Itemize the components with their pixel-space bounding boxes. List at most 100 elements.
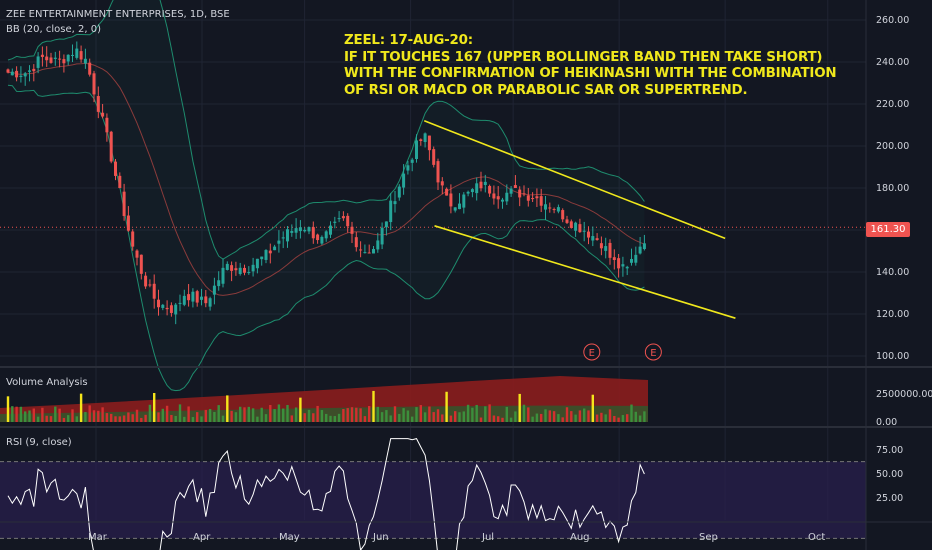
candle-body (574, 222, 578, 231)
candle-body (221, 267, 225, 284)
candle-body (6, 69, 10, 73)
candle-body (535, 196, 539, 199)
candle-body (548, 207, 552, 209)
volume-bar (548, 410, 551, 422)
volume-pane-title[interactable]: Volume Analysis (6, 377, 88, 388)
volume-bar (604, 414, 607, 422)
candle-body (539, 196, 543, 206)
candle-body (604, 246, 608, 251)
candle-body (19, 75, 23, 78)
candle-body (109, 131, 113, 162)
volume-bar (398, 413, 401, 422)
rsi-pane-title[interactable]: RSI (9, close) (6, 437, 72, 448)
note-line-1: ZEEL: 17-AUG-20: (344, 33, 473, 48)
upper-trendline (423, 120, 726, 240)
candle-body (595, 238, 599, 241)
candle-body (587, 231, 590, 238)
volume-bar (290, 415, 293, 422)
volume-bar (45, 415, 48, 422)
volume-bar (544, 409, 547, 422)
candle-body (96, 96, 100, 112)
volume-bar (127, 412, 130, 422)
volume-bar (449, 415, 453, 422)
candle-body (501, 199, 504, 202)
volume-bar (385, 410, 388, 422)
volume-bar (514, 411, 517, 422)
candle-body (505, 192, 509, 202)
candle-body (157, 299, 160, 308)
volume-bar (643, 411, 646, 422)
volume-bar (342, 409, 345, 422)
volume-bar (88, 405, 91, 422)
volume-bar (264, 414, 268, 422)
volume-bar (178, 404, 182, 422)
candle-body (440, 181, 444, 186)
bollinger-basis (7, 62, 645, 296)
candle-body (642, 243, 646, 250)
volume-bar (574, 414, 577, 422)
candle-body (66, 54, 70, 62)
volume-bar (183, 416, 186, 422)
volume-bar (269, 404, 272, 422)
volume-bar (591, 394, 594, 422)
volume-bar (62, 417, 66, 422)
candle-body (182, 295, 186, 305)
candle-body (449, 193, 453, 207)
volume-bar (299, 397, 302, 422)
price-tick: 240.00 (876, 57, 910, 68)
volume-bar (333, 416, 336, 422)
volume-bar (535, 413, 539, 422)
volume-bar (518, 393, 521, 422)
candle-body (329, 225, 332, 235)
price-tick: 220.00 (876, 99, 910, 110)
candle-body (311, 227, 315, 239)
candle-body (458, 203, 461, 210)
candle-body (608, 242, 612, 258)
volume-bar (67, 415, 70, 422)
candle-body (79, 51, 83, 60)
candle-body (15, 70, 19, 78)
price-tick: 140.00 (876, 267, 910, 278)
bb-indicator-label[interactable]: BB (20, close, 2, 0) (6, 24, 101, 35)
volume-bar (509, 417, 513, 422)
volume-bar (294, 407, 298, 422)
volume-bar (531, 416, 534, 422)
rsi-band (0, 461, 866, 539)
volume-bar (419, 405, 422, 422)
volume-bar (105, 413, 109, 422)
volume-bar (380, 412, 384, 422)
time-tick: Apr (193, 532, 211, 543)
candle-body (612, 257, 616, 261)
volume-bar (570, 411, 573, 422)
volume-bar (114, 416, 117, 422)
volume-bar (587, 410, 590, 422)
volume-bar (49, 416, 53, 422)
candle-body (324, 231, 328, 239)
volume-bar (445, 391, 448, 422)
volume-bar (505, 406, 508, 422)
volume-bar (165, 405, 169, 422)
trade-note[interactable]: ZEEL: 17-AUG-20: IF IT TOUCHES 167 (UPPE… (344, 33, 837, 99)
volume-bar (501, 417, 504, 422)
candle-body (376, 240, 380, 250)
volume-bar (621, 415, 625, 422)
candle-body (212, 285, 216, 295)
candle-body (28, 70, 31, 72)
volume-bar (84, 411, 87, 422)
volume-bar (54, 406, 57, 422)
candle-body (582, 230, 586, 232)
volume-bar (540, 413, 543, 422)
volume-bar (41, 407, 44, 422)
candle-body (53, 57, 57, 59)
candle-body (372, 249, 375, 254)
volume-bar (617, 417, 620, 422)
candle-body (363, 252, 367, 254)
volume-bar (71, 409, 74, 422)
volume-bar (110, 413, 113, 422)
candle-body (621, 264, 625, 267)
candle-body (483, 181, 487, 186)
volume-bar (561, 417, 564, 422)
